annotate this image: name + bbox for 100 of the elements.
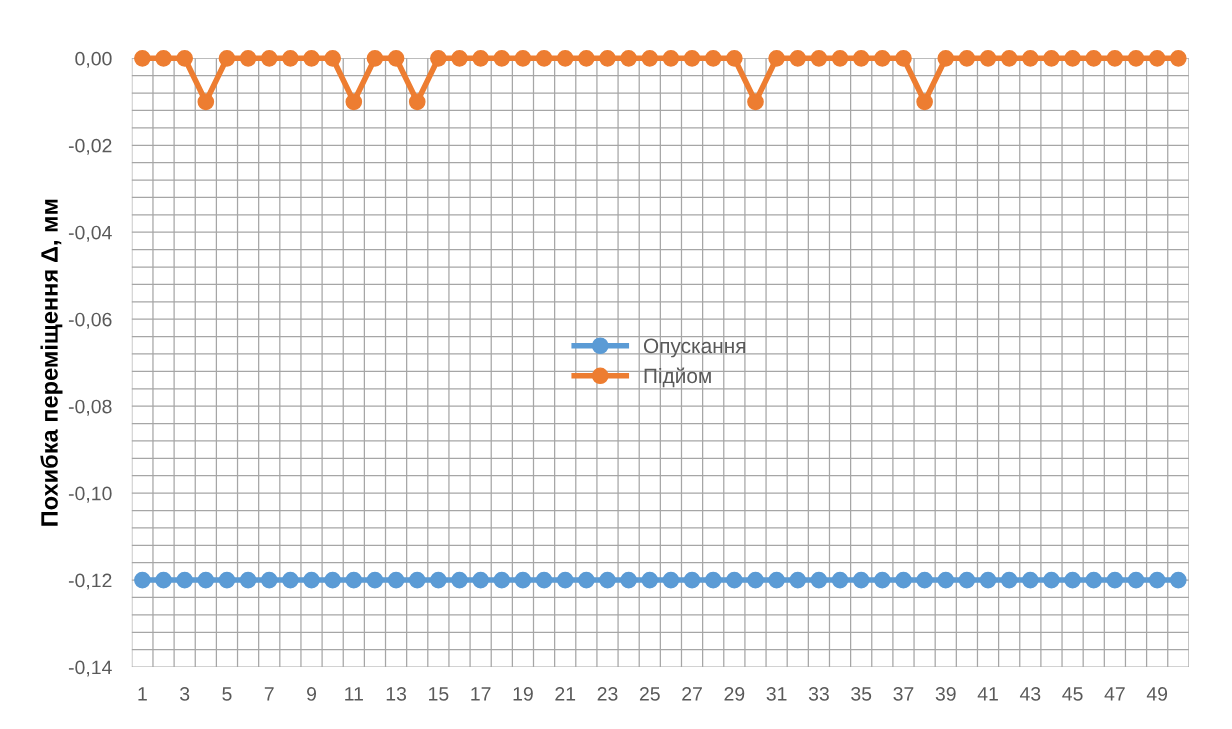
point: [1148, 49, 1166, 67]
point: [430, 49, 447, 67]
point: [514, 571, 532, 589]
point: [958, 571, 976, 589]
point: [514, 49, 532, 67]
point: [620, 571, 637, 589]
legend-label: Опускання: [643, 338, 746, 358]
point: [704, 49, 722, 67]
point: [535, 571, 553, 589]
point: [1169, 571, 1187, 589]
point: [535, 49, 553, 67]
point: [176, 571, 194, 589]
x-tick-label: 1: [138, 687, 147, 701]
point: [1106, 571, 1124, 589]
point: [768, 571, 785, 589]
point: [155, 571, 172, 589]
y-tick-label: -0,14: [68, 660, 112, 677]
point: [726, 49, 743, 67]
point: [620, 49, 637, 67]
point: [324, 49, 341, 67]
point: [895, 49, 912, 67]
point: [1064, 571, 1081, 589]
point: [873, 49, 891, 67]
point: [937, 49, 955, 67]
point: [303, 571, 320, 589]
point: [831, 571, 849, 589]
legend-label: Підйом: [644, 367, 711, 388]
x-tick-label: 43: [1019, 686, 1041, 701]
point: [895, 571, 912, 589]
point: [472, 571, 489, 589]
point: [747, 93, 764, 111]
point: [958, 49, 976, 67]
point: [345, 93, 363, 111]
point: [218, 571, 236, 589]
point: [662, 571, 680, 589]
point: [282, 571, 299, 589]
x-tick-label: 17: [471, 687, 491, 701]
point: [260, 571, 278, 589]
point: [239, 571, 257, 589]
point: [366, 571, 384, 589]
point: [852, 49, 870, 67]
point: [599, 49, 616, 67]
point: [1021, 571, 1039, 589]
point: [1043, 49, 1060, 67]
point: [578, 571, 595, 589]
point: [683, 571, 701, 589]
x-tick-label: 15: [429, 687, 449, 701]
x-tick-label: 5: [222, 687, 232, 701]
point: [176, 49, 194, 67]
x-tick-label: 23: [597, 686, 618, 701]
point: [1148, 571, 1166, 589]
x-tick-label: 29: [724, 686, 745, 701]
point: [155, 49, 172, 67]
y-tick-label: -0,04: [68, 225, 112, 242]
point: [937, 571, 955, 589]
point: [134, 571, 151, 589]
point: [1127, 571, 1145, 589]
y-tick-label: -0,10: [68, 486, 112, 503]
x-tick-label: 3: [180, 686, 190, 701]
y-tick-label: -0,12: [68, 573, 112, 590]
point: [662, 49, 680, 67]
point: [916, 93, 933, 111]
x-tick-label: 7: [264, 687, 274, 701]
x-tick-label: 27: [682, 686, 702, 701]
x-tick-label: 11: [345, 687, 363, 701]
y-tick-label: 0,00: [75, 51, 112, 68]
point: [260, 49, 278, 67]
point: [430, 571, 447, 589]
point: [282, 49, 299, 67]
x-tick-label: 35: [851, 686, 872, 701]
point: [599, 571, 616, 589]
point: [303, 49, 320, 67]
x-tick-label: 21: [555, 686, 576, 701]
point: [556, 571, 574, 589]
point: [345, 571, 363, 589]
point: [916, 571, 933, 589]
y-tick-label: -0,06: [68, 312, 112, 329]
point: [1085, 571, 1103, 589]
point: [451, 571, 468, 589]
x-tick-label: 49: [1146, 686, 1168, 701]
x-tick-label: 33: [808, 686, 829, 701]
point: [641, 571, 659, 589]
point: [683, 49, 701, 67]
point: [324, 571, 341, 589]
point: [831, 49, 849, 67]
point: [451, 49, 468, 67]
x-tick-label: 13: [386, 686, 407, 701]
point: [979, 571, 997, 589]
point: [873, 571, 891, 589]
x-tick-label: 39: [935, 686, 956, 701]
point: [1043, 571, 1060, 589]
y-tick-label: -0,02: [68, 138, 112, 155]
point: [493, 571, 511, 589]
point: [197, 571, 215, 589]
point: [387, 571, 405, 589]
x-tick-label: 45: [1062, 687, 1083, 701]
point: [1021, 49, 1039, 67]
point: [1106, 49, 1124, 67]
x-tick-label: 19: [513, 686, 533, 701]
point: [218, 49, 236, 67]
